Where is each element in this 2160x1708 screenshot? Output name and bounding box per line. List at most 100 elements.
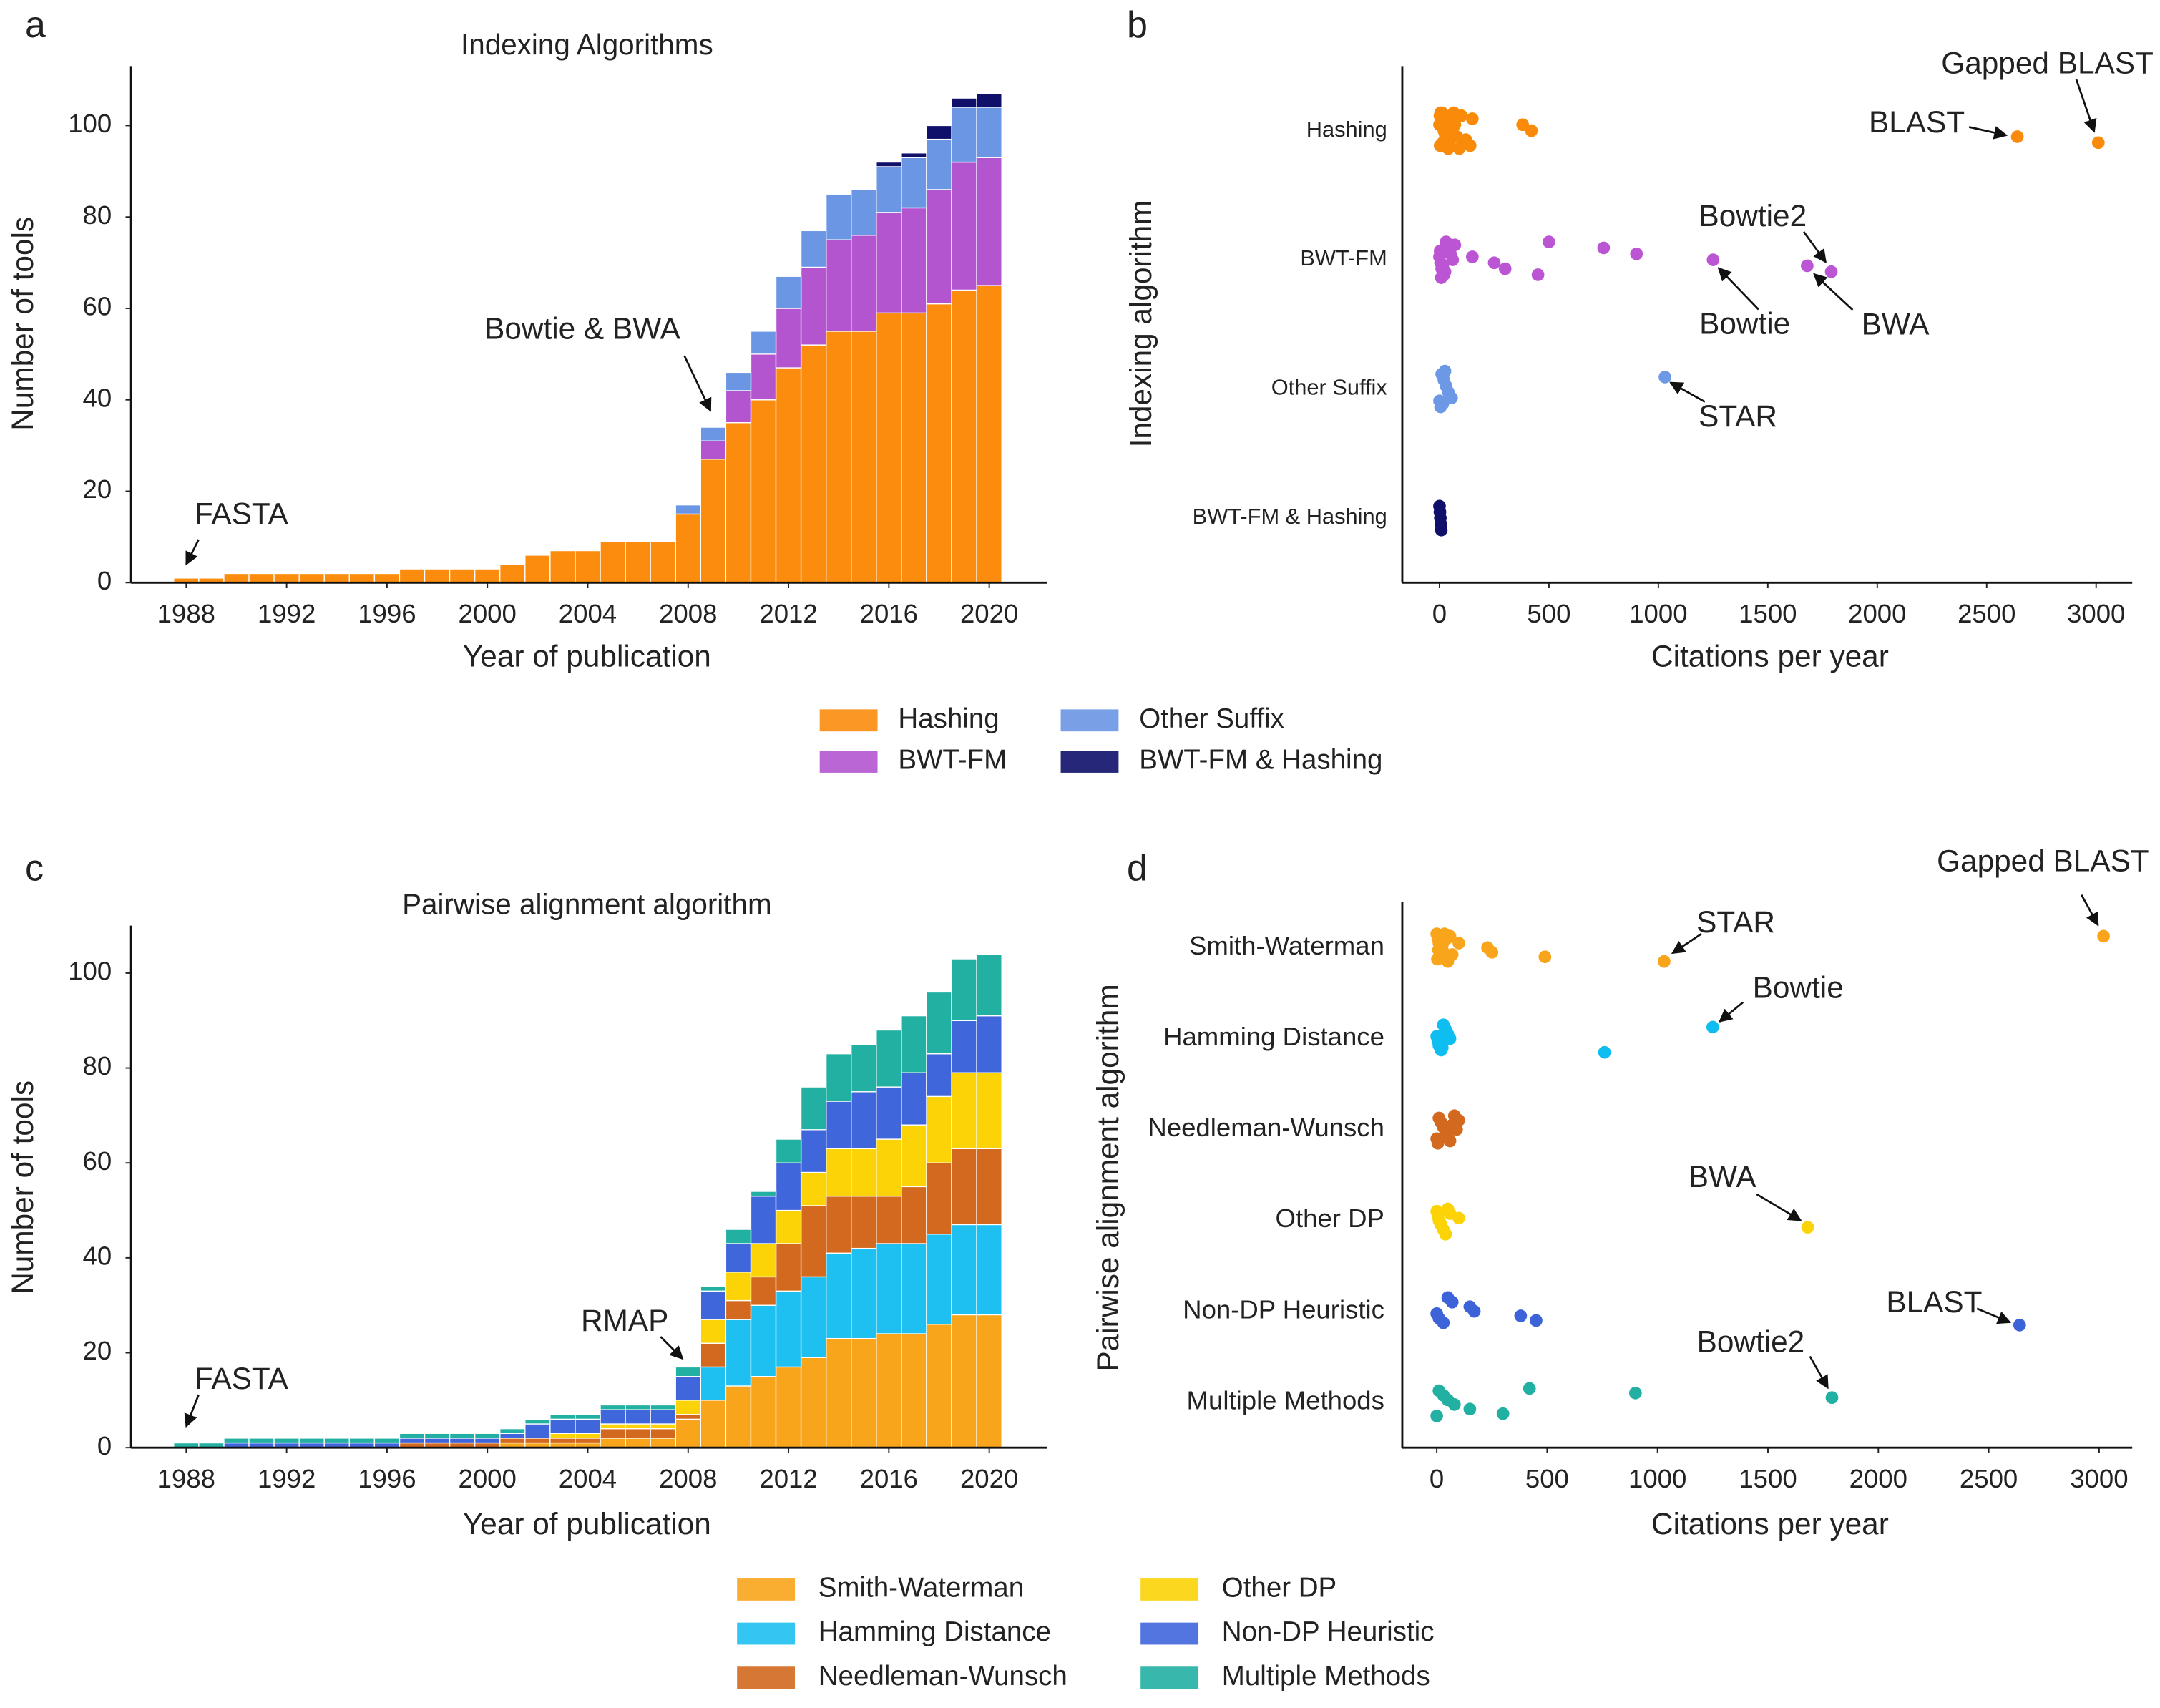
scatter-point — [1440, 932, 1453, 945]
bar-segment — [625, 1404, 651, 1410]
bar-segment — [876, 166, 902, 213]
bar-segment — [825, 193, 852, 240]
bar-segment — [524, 1423, 551, 1439]
scatter-point — [1467, 1304, 1481, 1318]
bar-segment — [549, 1414, 576, 1420]
bar-segment — [725, 1229, 752, 1244]
bar-segment — [901, 1124, 927, 1188]
scatter-point — [1450, 1123, 1463, 1136]
bar-segment — [876, 1195, 902, 1244]
bar-segment — [976, 1015, 1002, 1073]
bar-segment — [600, 1409, 626, 1425]
bar-segment — [800, 1276, 827, 1358]
legend-label: BWT-FM & Hashing — [1139, 745, 1382, 776]
bar-segment — [951, 161, 977, 291]
bar-segment — [449, 568, 476, 583]
y-tick-label: 20 — [83, 474, 112, 504]
legend-swatch — [737, 1622, 796, 1645]
bar-segment — [951, 1224, 977, 1316]
bar-segment — [725, 1272, 752, 1302]
bar-segment — [876, 1138, 902, 1197]
x-tick-label: 1996 — [358, 1464, 416, 1493]
scatter-point — [1801, 259, 1814, 273]
annotation-arrow — [1671, 933, 1702, 955]
x-tick-label: 2012 — [759, 1464, 817, 1493]
bar-segment — [424, 1438, 451, 1444]
bar-segment — [800, 266, 827, 346]
bar-segment — [499, 564, 526, 583]
bar-segment — [775, 1366, 802, 1448]
bar-segment — [800, 1086, 827, 1131]
scatter-point — [1496, 1407, 1510, 1420]
annotation: Bowtie & BWA — [484, 312, 681, 346]
bar-segment — [725, 371, 752, 391]
bar-segment — [775, 1209, 802, 1244]
bar-segment — [223, 572, 250, 583]
bar-segment — [575, 1438, 601, 1444]
bar-segment — [750, 1304, 777, 1377]
legend-label: BWT-FM — [898, 745, 1007, 776]
scatter-point — [1658, 371, 1671, 384]
bar-segment — [825, 1252, 852, 1339]
legend-label: Hashing — [898, 703, 999, 734]
bar-segment — [675, 1366, 701, 1377]
bar-segment — [851, 331, 877, 583]
scatter-point — [1628, 1386, 1642, 1400]
x-tick-label: 1000 — [1628, 1464, 1686, 1493]
scatter-point — [2097, 929, 2110, 943]
bar-segment — [951, 107, 977, 163]
bar-segment — [976, 93, 1002, 108]
scatter-point — [1824, 265, 1838, 278]
x-tick-label: 2500 — [1960, 1464, 2018, 1493]
bar-segment — [926, 1234, 952, 1325]
bar-segment — [650, 1404, 676, 1410]
bar-segment — [876, 1086, 902, 1140]
bar-segment — [825, 1195, 852, 1254]
bar-segment — [474, 568, 501, 583]
bar-segment — [524, 1418, 551, 1425]
scatter-point — [1447, 106, 1460, 119]
bar-segment — [876, 161, 902, 167]
chart-title: Indexing Algorithms — [461, 28, 713, 61]
scatter-point — [1658, 955, 1671, 968]
chart-title: Pairwise alignment algorithm — [402, 887, 772, 920]
bar-segment — [700, 1342, 727, 1368]
bar-segment — [775, 1138, 802, 1163]
scatter-point — [1463, 1402, 1477, 1416]
bar-segment — [851, 1195, 877, 1249]
scatter-point — [1597, 241, 1611, 255]
scatter-point — [1437, 1316, 1450, 1329]
bar-segment — [273, 572, 300, 583]
legend-label: Multiple Methods — [1222, 1661, 1430, 1692]
bar-segment — [575, 1433, 601, 1439]
bar-segment — [800, 1205, 827, 1278]
annotation: Gapped BLAST — [1941, 47, 2154, 80]
bar-segment — [650, 1423, 676, 1430]
scatter-point — [1431, 1136, 1445, 1150]
legend-swatch — [737, 1578, 796, 1601]
bar-segment — [775, 1290, 802, 1368]
annotation-arrow — [660, 1336, 684, 1360]
annotation-arrow — [1802, 231, 1827, 263]
scatter-point — [1431, 952, 1444, 966]
bar-segment — [750, 331, 777, 355]
x-tick-label: 3000 — [2067, 599, 2125, 628]
y-axis-label: Pairwise alignment algorithm — [1091, 984, 1125, 1371]
bar-segment — [549, 550, 576, 583]
bar-segment — [876, 212, 902, 314]
legend-swatch — [1060, 751, 1119, 773]
bar-segment — [976, 1314, 1002, 1448]
scatter-point — [1448, 238, 1462, 252]
annotation-arrow — [1756, 1193, 1802, 1221]
y-axis-label: Number of tools — [6, 217, 39, 431]
bar-segment — [725, 1243, 752, 1273]
annotation-arrow — [184, 1394, 200, 1428]
bar-segment — [273, 1438, 300, 1444]
bar-segment — [700, 1366, 727, 1401]
scatter-point — [1523, 1382, 1536, 1395]
bar-segment — [951, 1020, 977, 1073]
annotation-arrow — [2081, 894, 2099, 927]
scatter-point — [2091, 136, 2105, 150]
panel-label: c — [25, 847, 44, 889]
